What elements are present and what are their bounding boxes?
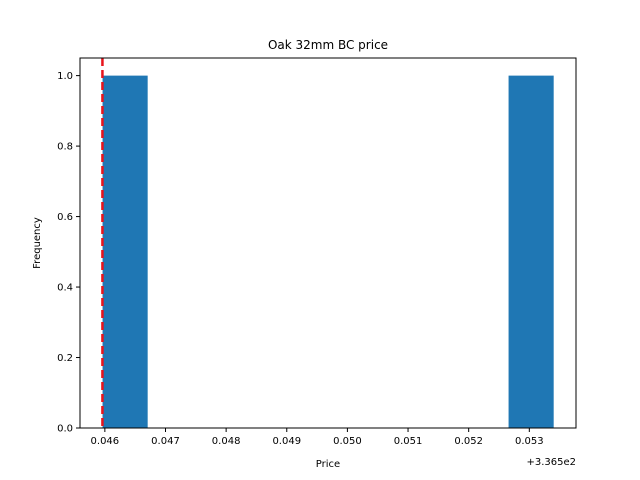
x-tick-label: 0.052 (454, 436, 483, 447)
x-tick-label: 0.049 (272, 436, 301, 447)
x-tick-label: 0.050 (333, 436, 362, 447)
histogram-bar-1 (102, 75, 148, 428)
y-axis-ticks: 0.0 0.2 0.4 0.6 0.8 1.0 (57, 71, 80, 435)
y-tick-label: 0.2 (57, 353, 73, 364)
x-tick-label: 0.048 (212, 436, 241, 447)
y-tick-label: 0.0 (57, 424, 73, 435)
x-axis-ticks: 0.046 0.047 0.048 0.049 0.050 0.051 0.052 0.053 (91, 428, 544, 447)
x-tick-label: 0.051 (394, 436, 423, 447)
x-axis-offset-label: +3.365e2 (526, 457, 576, 468)
histogram-bar-2 (508, 75, 554, 428)
x-tick-label: 0.047 (151, 436, 180, 447)
x-tick-label: 0.053 (515, 436, 544, 447)
chart-title: Oak 32mm BC price (268, 38, 388, 52)
x-axis-label: Price (316, 459, 340, 470)
y-tick-label: 0.4 (57, 283, 73, 294)
y-tick-label: 0.6 (57, 212, 73, 223)
y-tick-label: 0.8 (57, 142, 73, 153)
x-tick-label: 0.046 (91, 436, 120, 447)
y-tick-label: 1.0 (57, 71, 73, 82)
plot-frame (79, 57, 577, 429)
y-axis-label: Frequency (32, 217, 43, 269)
bars-group (102, 75, 554, 428)
